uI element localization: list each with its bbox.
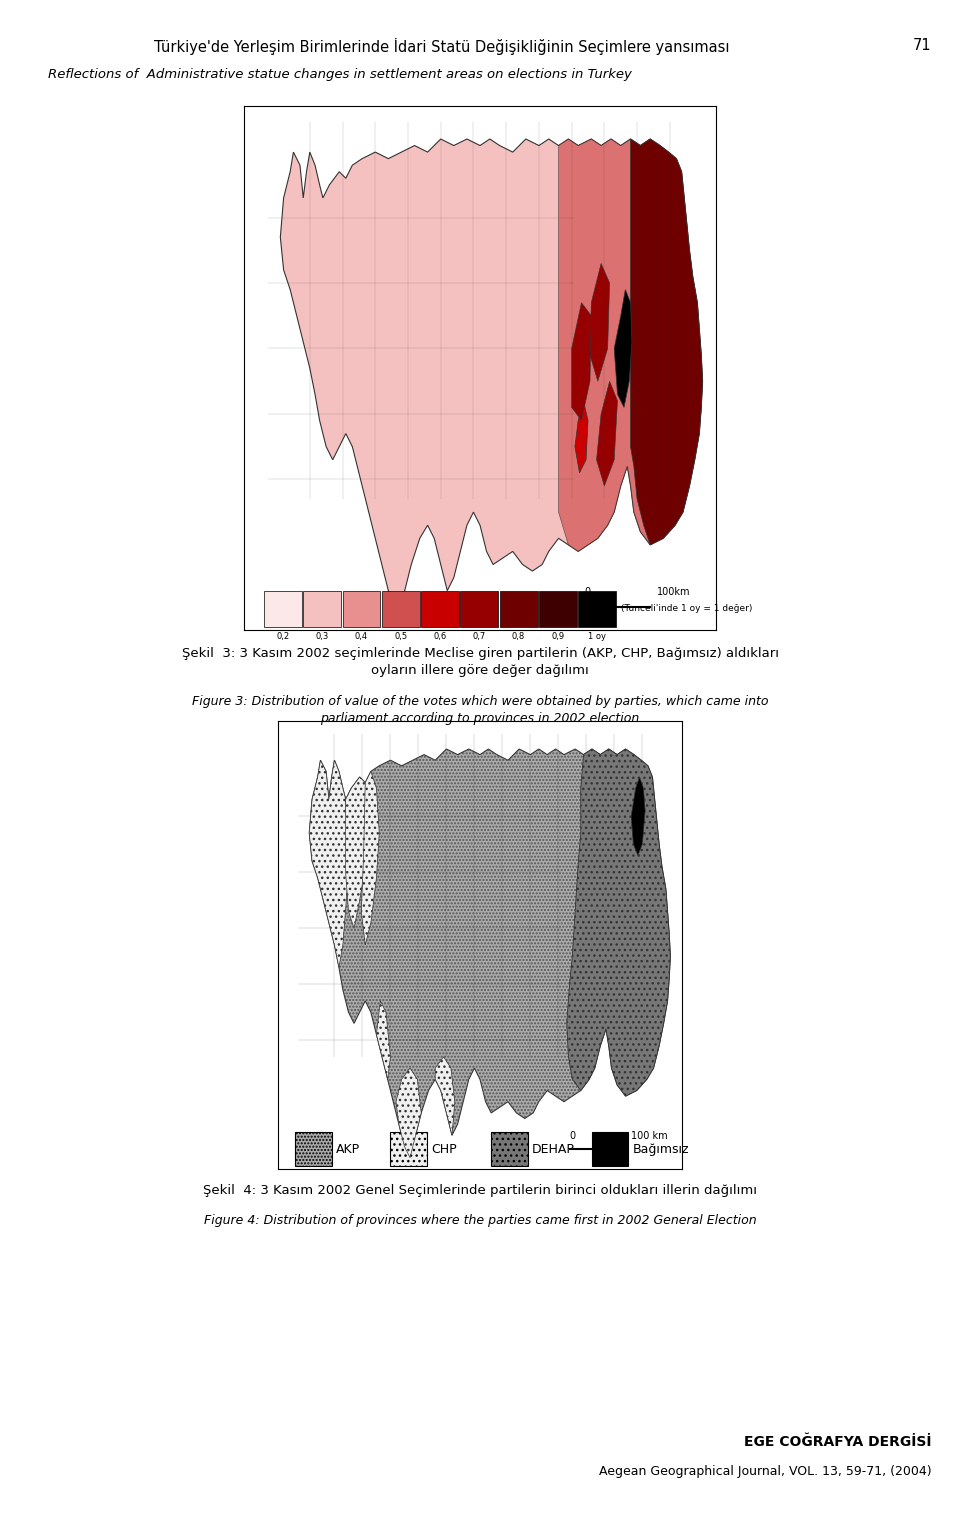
Text: Figure 3: Distribution of value of the votes which were obtained by parties, whi: Figure 3: Distribution of value of the v… xyxy=(192,695,768,726)
Text: 1 oy: 1 oy xyxy=(588,631,606,641)
Text: Şekil  4: 3 Kasım 2002 Genel Seçimlerinde partilerin birinci oldukları illerin d: Şekil 4: 3 Kasım 2002 Genel Seçimlerinde… xyxy=(203,1184,757,1198)
Text: 100km: 100km xyxy=(657,587,690,597)
Text: 0,6: 0,6 xyxy=(434,631,446,641)
Text: EGE COĞRAFYA DERGİSİ: EGE COĞRAFYA DERGİSİ xyxy=(744,1435,931,1448)
Text: AKP: AKP xyxy=(336,1143,360,1155)
Bar xyxy=(492,1132,528,1166)
Text: 0,8: 0,8 xyxy=(512,631,525,641)
Polygon shape xyxy=(435,1057,455,1135)
Polygon shape xyxy=(575,401,588,474)
Polygon shape xyxy=(566,748,670,1096)
Text: (Tunceli'inde 1 oy = 1 değer): (Tunceli'inde 1 oy = 1 değer) xyxy=(621,604,752,613)
Bar xyxy=(592,1132,629,1166)
Text: Reflections of  Administrative statue changes in settlement areas on elections i: Reflections of Administrative statue cha… xyxy=(48,68,632,82)
Bar xyxy=(382,591,420,627)
Polygon shape xyxy=(361,771,379,944)
Text: Şekil  3: 3 Kasım 2002 seçimlerinde Meclise giren partilerin (AKP, CHP, Bağımsız: Şekil 3: 3 Kasım 2002 seçimlerinde Mecli… xyxy=(181,647,779,677)
Text: Türkiye'de Yerleşim Birimlerinde İdari Statü Değişikliğinin Seçimlere yansıması: Türkiye'de Yerleşim Birimlerinde İdari S… xyxy=(154,38,730,55)
Text: 100 km: 100 km xyxy=(631,1131,668,1142)
Polygon shape xyxy=(559,140,703,551)
Text: 71: 71 xyxy=(913,38,931,53)
Bar xyxy=(343,591,380,627)
Bar xyxy=(578,591,616,627)
Text: 0,5: 0,5 xyxy=(395,631,407,641)
Text: 0,4: 0,4 xyxy=(355,631,368,641)
Polygon shape xyxy=(571,302,591,420)
Bar xyxy=(499,591,538,627)
Bar xyxy=(461,591,498,627)
Text: 0: 0 xyxy=(585,587,590,597)
Text: 0,9: 0,9 xyxy=(551,631,564,641)
Polygon shape xyxy=(631,140,703,545)
Text: Figure 4: Distribution of provinces where the parties came first in 2002 General: Figure 4: Distribution of provinces wher… xyxy=(204,1214,756,1228)
Polygon shape xyxy=(596,381,617,486)
Text: Aegean Geographical Journal, VOL. 13, 59-71, (2004): Aegean Geographical Journal, VOL. 13, 59… xyxy=(599,1465,931,1479)
Bar xyxy=(539,591,577,627)
Text: CHP: CHP xyxy=(431,1143,457,1155)
Bar xyxy=(421,591,459,627)
Polygon shape xyxy=(346,777,368,927)
Bar xyxy=(296,1132,331,1166)
Polygon shape xyxy=(396,1069,421,1158)
Text: 0,7: 0,7 xyxy=(472,631,486,641)
Polygon shape xyxy=(309,761,348,967)
Polygon shape xyxy=(590,264,610,381)
Text: Bağımsız: Bağımsız xyxy=(633,1143,689,1155)
Polygon shape xyxy=(631,777,645,855)
Text: 0,2: 0,2 xyxy=(276,631,290,641)
Bar xyxy=(391,1132,427,1166)
Text: 0: 0 xyxy=(569,1131,576,1142)
Text: 0,3: 0,3 xyxy=(316,631,329,641)
Bar xyxy=(303,591,341,627)
Polygon shape xyxy=(376,1000,391,1079)
Text: DEHAP: DEHAP xyxy=(532,1143,575,1155)
Polygon shape xyxy=(614,290,632,407)
Polygon shape xyxy=(309,748,670,1158)
Polygon shape xyxy=(280,140,703,616)
Bar xyxy=(264,591,302,627)
